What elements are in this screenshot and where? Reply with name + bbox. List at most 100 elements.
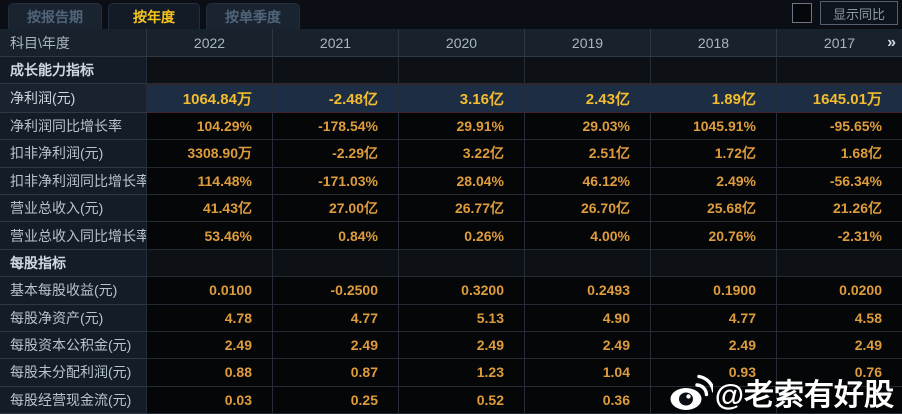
value-cell [272,249,398,278]
value-cell: 1645.01万 [776,84,902,113]
value-cell: 0.76 [776,359,902,387]
row-label: 每股经营现金流(元) [0,386,146,414]
value-cell: 2.49 [146,331,272,360]
table-row[interactable]: 每股未分配利润(元) 0.88 0.87 1.23 1.04 0.93 0.76 [0,359,902,387]
tab-bar-tabs: 按报告期 按年度 按单季度 [8,3,306,29]
value-cell: 26.70亿 [524,194,650,223]
value-cell: 0.03 [146,386,272,414]
value-cell: -2.48亿 [272,84,398,113]
value-cell: 0.87 [272,359,398,387]
value-cell: 4.78 [146,304,272,332]
value-cell [398,249,524,278]
value-cell [146,57,272,85]
row-label: 每股资本公积金(元) [0,331,146,360]
value-cell: 0.36 [524,386,650,414]
value-cell: 29.91% [398,112,524,141]
value-cell: 4.58 [776,304,902,332]
value-cell: -171.03% [272,167,398,195]
year-header-2021[interactable]: 2021 [272,29,398,57]
table-row[interactable]: 每股净资产(元) 4.78 4.77 5.13 4.90 4.77 4.58 [0,304,902,332]
value-cell [650,386,776,414]
table-row[interactable]: 每股指标 [0,249,902,278]
row-label: 成长能力指标 [0,57,146,85]
value-cell: 0.93 [650,359,776,387]
value-cell: 1.68亿 [776,140,902,168]
value-cell: 2.43亿 [524,84,650,113]
table-row[interactable]: 营业总收入同比增长率 53.46% 0.84% 0.26% 4.00% 20.76% -2… [0,222,902,250]
value-cell: 0.88 [146,359,272,387]
value-cell: 1064.84万 [146,84,272,113]
value-cell: 46.12% [524,167,650,195]
value-cell: 1045.91% [650,112,776,141]
value-cell: -95.65% [776,112,902,141]
row-label: 净利润(元) [0,84,146,113]
value-cell: 2.49% [650,167,776,195]
value-cell: 28.04% [398,167,524,195]
value-cell: 0.52 [398,386,524,414]
row-label: 营业总收入同比增长率 [0,222,146,250]
value-cell: 25.68亿 [650,194,776,223]
value-cell [776,249,902,278]
value-cell: -178.54% [272,112,398,141]
row-label: 营业总收入(元) [0,194,146,223]
value-cell [524,57,650,85]
value-cell: 0.26% [398,222,524,250]
show-yoy-control: 显示同比 [792,1,902,28]
table-row[interactable]: 每股经营现金流(元) 0.03 0.25 0.52 0.36 [0,386,902,414]
value-cell: 0.3200 [398,277,524,305]
value-cell: 0.25 [272,386,398,414]
table-row[interactable]: 每股资本公积金(元) 2.49 2.49 2.49 2.49 2.49 2.49 [0,331,902,360]
value-cell: 0.0100 [146,277,272,305]
value-cell [650,249,776,278]
value-cell [272,57,398,85]
value-cell: 3308.90万 [146,140,272,168]
row-label: 每股净资产(元) [0,304,146,332]
value-cell: 2.49 [398,331,524,360]
year-header-2022[interactable]: 2022 [146,29,272,57]
show-yoy-checkbox[interactable] [792,3,812,23]
value-cell: 0.84% [272,222,398,250]
value-cell: 0.2493 [524,277,650,305]
value-cell: 1.72亿 [650,140,776,168]
value-cell: -0.2500 [272,277,398,305]
row-label: 扣非净利润同比增长率 [0,167,146,195]
value-cell: -56.34% [776,167,902,195]
year-header-2018[interactable]: 2018 [650,29,776,57]
corner-label: 科目\年度 [0,29,146,57]
table-row[interactable]: 扣非净利润(元) 3308.90万 -2.29亿 3.22亿 2.51亿 1.72亿 1.… [0,140,902,168]
year-header-2020[interactable]: 2020 [398,29,524,57]
value-cell: 41.43亿 [146,194,272,223]
table-row[interactable]: 营业总收入(元) 41.43亿 27.00亿 26.77亿 26.70亿 25.68亿 2… [0,194,902,223]
table-row[interactable]: 成长能力指标 [0,57,902,85]
value-cell: 26.77亿 [398,194,524,223]
tab-by-single-quarter[interactable]: 按单季度 [206,3,300,29]
table-header-row: 科目\年度 2022 2021 2020 2019 2018 2017» [0,29,902,57]
value-cell: 1.23 [398,359,524,387]
value-cell: 29.03% [524,112,650,141]
value-cell: 2.49 [776,331,902,360]
tab-by-report-period[interactable]: 按报告期 [8,3,102,29]
value-cell: 114.48% [146,167,272,195]
value-cell: 1.04 [524,359,650,387]
table-row[interactable]: 基本每股收益(元) 0.0100 -0.2500 0.3200 0.2493 0.190… [0,277,902,305]
value-cell: 5.13 [398,304,524,332]
value-cell [650,57,776,85]
value-cell: 0.1900 [650,277,776,305]
value-cell [398,57,524,85]
tab-by-year[interactable]: 按年度 [108,3,200,29]
value-cell: 4.90 [524,304,650,332]
table-row[interactable]: 扣非净利润同比增长率 114.48% -171.03% 28.04% 46.12% 2.… [0,167,902,195]
value-cell: 0.0200 [776,277,902,305]
table-row[interactable]: 净利润(元) 1064.84万 -2.48亿 3.16亿 2.43亿 1.89亿 1645… [0,84,902,113]
year-header-2017[interactable]: 2017» [776,29,902,57]
value-cell: 2.49 [650,331,776,360]
value-cell: 27.00亿 [272,194,398,223]
more-years-icon[interactable]: » [887,33,896,51]
value-cell: 53.46% [146,222,272,250]
tab-bar: 按报告期 按年度 按单季度 显示同比 [0,0,902,29]
table-row[interactable]: 净利润同比增长率 104.29% -178.54% 29.91% 29.03% 1045… [0,112,902,141]
show-yoy-button[interactable]: 显示同比 [820,1,898,25]
year-header-2019[interactable]: 2019 [524,29,650,57]
value-cell [776,386,902,414]
